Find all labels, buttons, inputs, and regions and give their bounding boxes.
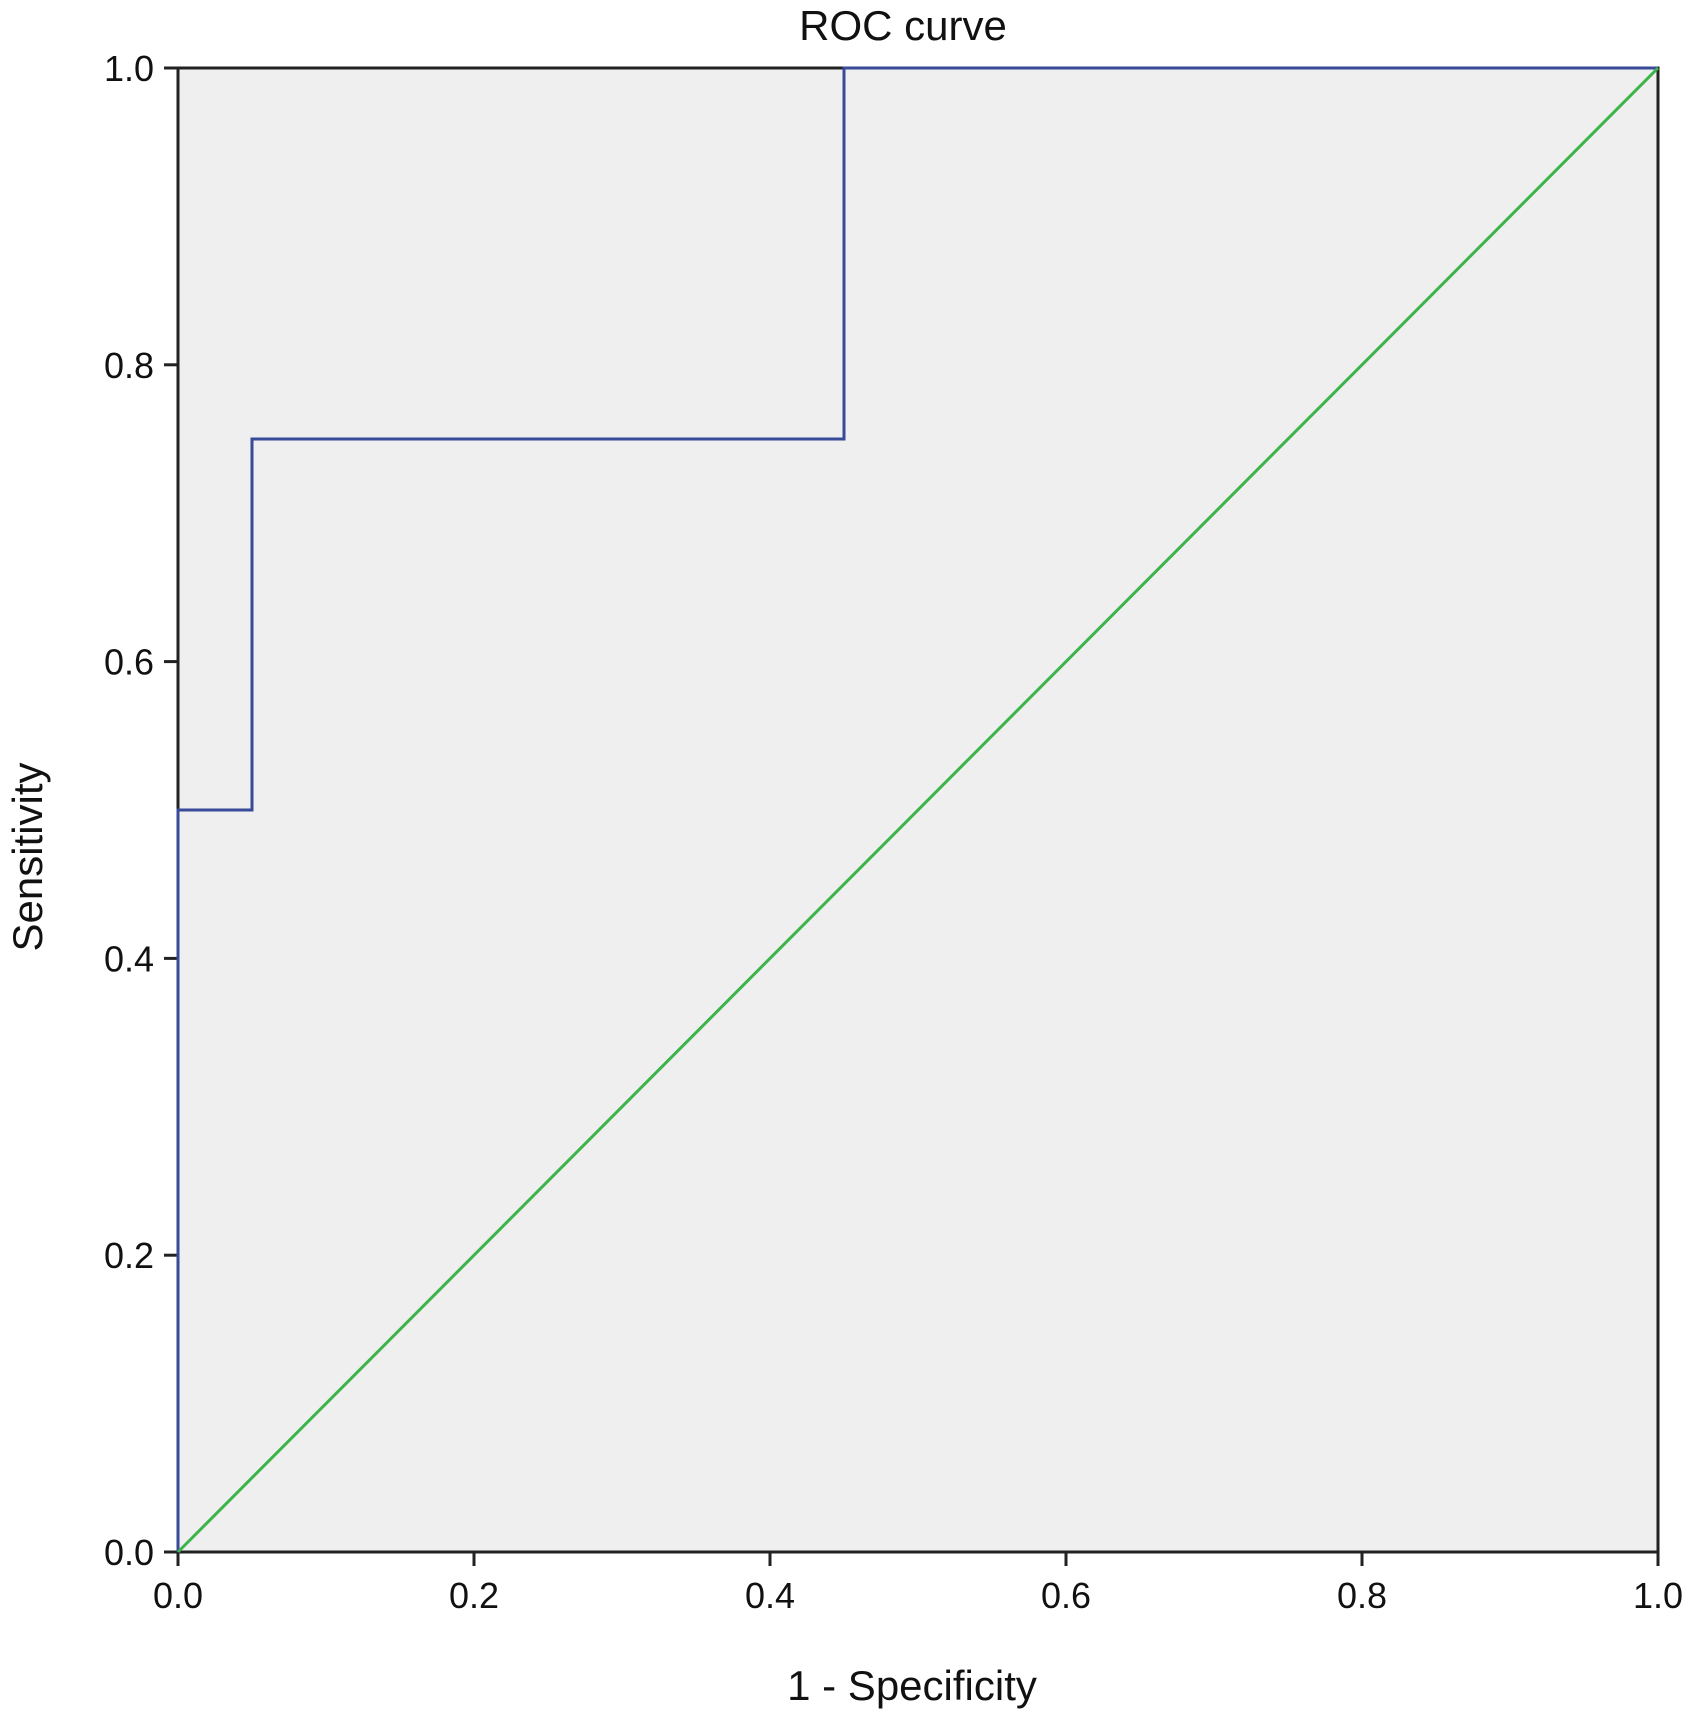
x-tick-label-1: 0.2	[449, 1575, 499, 1616]
y-tick-label-2: 0.4	[104, 938, 154, 979]
y-tick-label-0: 0.0	[104, 1532, 154, 1573]
plot-area: 0.0 0.2 0.4 0.6 0.8 1.0 0.0 0.2 0.4 0.6 0.8 1.0	[104, 48, 1683, 1616]
y-tick-label-1: 0.2	[104, 1235, 154, 1276]
x-tick-label-2: 0.4	[745, 1575, 795, 1616]
x-tick-label-4: 0.8	[1337, 1575, 1387, 1616]
y-tick-label-4: 0.8	[104, 345, 154, 386]
x-axis-label: 1 - Specificity	[787, 1662, 1037, 1709]
x-tick-label-3: 0.6	[1041, 1575, 1091, 1616]
series-line-1	[176, 66, 1660, 1554]
series-line-0	[176, 66, 1658, 1552]
y-tick-label-3: 0.6	[104, 642, 154, 683]
x-tick-label-0: 0.0	[153, 1575, 203, 1616]
chart-title: ROC curve	[799, 2, 1007, 49]
y-tick-label-5: 1.0	[104, 48, 154, 89]
x-tick-label-5: 1.0	[1633, 1575, 1683, 1616]
y-axis-label: Sensitivity	[4, 762, 51, 951]
